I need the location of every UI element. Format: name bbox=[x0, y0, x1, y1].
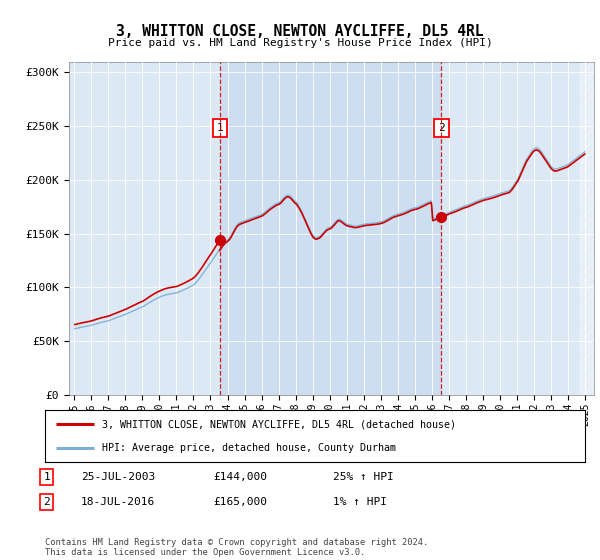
Text: Price paid vs. HM Land Registry's House Price Index (HPI): Price paid vs. HM Land Registry's House … bbox=[107, 38, 493, 48]
Text: 3, WHITTON CLOSE, NEWTON AYCLIFFE, DL5 4RL: 3, WHITTON CLOSE, NEWTON AYCLIFFE, DL5 4… bbox=[116, 24, 484, 39]
Text: 25-JUL-2003: 25-JUL-2003 bbox=[81, 472, 155, 482]
Text: £165,000: £165,000 bbox=[213, 497, 267, 507]
Text: 1: 1 bbox=[217, 123, 223, 133]
Text: 18-JUL-2016: 18-JUL-2016 bbox=[81, 497, 155, 507]
Text: 1% ↑ HPI: 1% ↑ HPI bbox=[333, 497, 387, 507]
Text: 3, WHITTON CLOSE, NEWTON AYCLIFFE, DL5 4RL (detached house): 3, WHITTON CLOSE, NEWTON AYCLIFFE, DL5 4… bbox=[101, 419, 456, 430]
Text: 25% ↑ HPI: 25% ↑ HPI bbox=[333, 472, 394, 482]
Text: HPI: Average price, detached house, County Durham: HPI: Average price, detached house, Coun… bbox=[101, 443, 396, 453]
Text: Contains HM Land Registry data © Crown copyright and database right 2024.
This d: Contains HM Land Registry data © Crown c… bbox=[45, 538, 428, 557]
Text: £144,000: £144,000 bbox=[213, 472, 267, 482]
Text: 2: 2 bbox=[43, 497, 50, 507]
Text: 1: 1 bbox=[43, 472, 50, 482]
Text: 2: 2 bbox=[438, 123, 445, 133]
